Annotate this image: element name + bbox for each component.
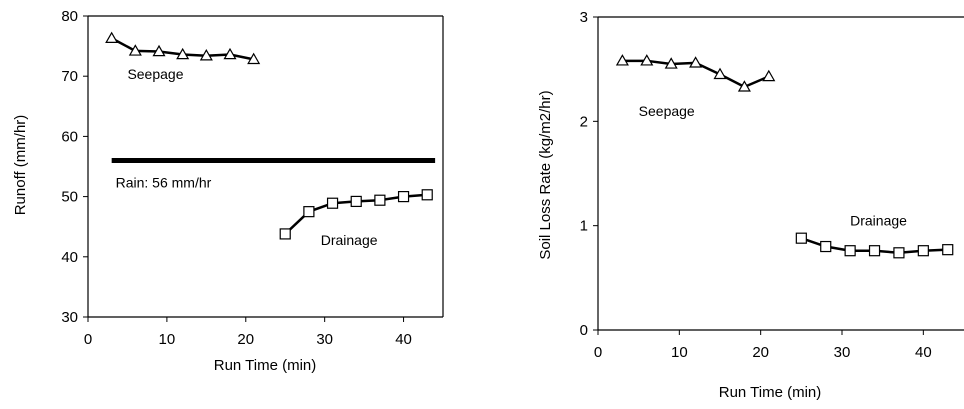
x-tick-label: 0	[594, 344, 602, 361]
y-tick-label: 50	[61, 189, 78, 206]
drainage-point	[326, 197, 339, 209]
y-tick-label: 0	[580, 322, 588, 339]
x-tick-label: 20	[752, 344, 769, 361]
drainage-point	[868, 245, 881, 257]
drainage-point	[844, 245, 856, 257]
y-tick-label: 40	[61, 249, 78, 266]
x-axis-label: Run Time (min)	[214, 357, 317, 374]
annotation-label: Seepage	[639, 103, 695, 119]
y-tick-label: 60	[61, 128, 78, 145]
y-tick-label: 30	[61, 309, 78, 326]
drainage-point	[303, 206, 315, 218]
drainage-point	[350, 195, 362, 208]
y-tick-label: 70	[61, 68, 78, 85]
seepage-point	[664, 57, 678, 69]
seepage-point	[176, 47, 190, 60]
drainage-point	[942, 244, 954, 256]
drainage-point	[917, 245, 929, 257]
drainage-point	[893, 247, 905, 259]
x-tick-label: 10	[671, 344, 688, 361]
seepage-point	[105, 31, 119, 43]
x-tick-label: 40	[395, 331, 412, 348]
y-tick-label: 2	[580, 113, 588, 130]
seepage-point	[128, 44, 142, 56]
seepage-point	[737, 80, 751, 92]
x-tick-label: 30	[834, 344, 851, 361]
x-tick-label: 20	[237, 331, 254, 348]
seepage-point	[152, 44, 166, 57]
drainage-point	[421, 189, 433, 201]
seepage-point	[689, 56, 703, 68]
x-tick-label: 30	[316, 331, 333, 348]
drainage-point	[397, 191, 410, 203]
y-axis-label: Runoff (mm/hr)	[12, 115, 29, 216]
seepage-point	[762, 69, 776, 82]
seepage-point	[713, 67, 727, 80]
annotation-label: Seepage	[127, 66, 183, 82]
y-tick-label: 80	[61, 8, 78, 25]
x-tick-label: 0	[84, 331, 92, 348]
drainage-point	[374, 194, 386, 206]
seepage-point	[640, 54, 654, 66]
seepage-point	[199, 49, 213, 61]
seepage-point	[223, 47, 237, 60]
x-axis-label: Run Time (min)	[719, 384, 822, 401]
annotation-label: Rain: 56 mm/hr	[116, 175, 212, 191]
y-tick-label: 1	[580, 218, 588, 235]
y-axis-label: Soil Loss Rate (kg/m2/hr)	[537, 90, 554, 259]
y-tick-label: 3	[580, 9, 588, 26]
drainage-point	[279, 228, 291, 240]
x-tick-label: 40	[915, 344, 932, 361]
drainage-point	[795, 232, 807, 244]
drainage-point	[820, 240, 832, 253]
annotation-label: Drainage	[321, 232, 378, 248]
x-tick-label: 10	[159, 331, 176, 348]
annotation-label: Drainage	[850, 213, 907, 229]
chart-1: 30 40 50 60 70 80 0 10 20 30 40 Run Time (min) Runof…	[12, 8, 444, 374]
seepage-point	[615, 54, 629, 66]
seepage-point	[247, 52, 261, 65]
